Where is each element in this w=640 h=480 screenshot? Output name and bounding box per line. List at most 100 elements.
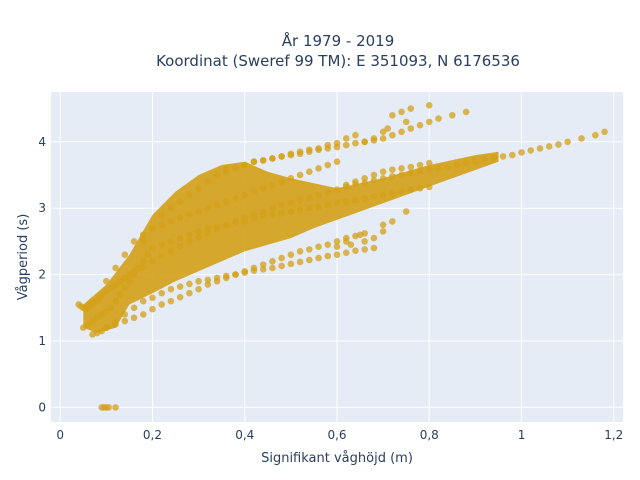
data-point [402, 208, 410, 215]
data-point [306, 146, 313, 154]
data-point [545, 143, 553, 150]
data-point [296, 206, 304, 213]
data-point [89, 317, 96, 325]
data-point [158, 301, 166, 308]
data-point [306, 194, 313, 201]
data-point [425, 183, 433, 191]
data-point [167, 297, 175, 305]
data-point [103, 287, 110, 295]
data-point [379, 221, 387, 229]
data-point [356, 231, 364, 239]
x-tick-label: 0,6 [327, 428, 346, 442]
data-point [425, 118, 433, 126]
chart-subtitle: Koordinat (Sweref 99 TM): E 351093, N 61… [156, 52, 520, 70]
data-point [250, 267, 258, 274]
data-point [186, 191, 193, 199]
data-point [416, 161, 424, 169]
data-point [107, 284, 115, 292]
data-point [296, 258, 304, 266]
data-point [232, 271, 239, 278]
data-point [176, 234, 184, 242]
data-point [333, 243, 341, 251]
data-point [425, 159, 433, 167]
data-point [139, 238, 147, 245]
data-point [384, 125, 392, 132]
data-point [342, 238, 350, 245]
data-point [449, 111, 456, 119]
data-point [213, 171, 221, 179]
data-point [398, 165, 405, 172]
data-point [195, 277, 202, 285]
data-point [204, 230, 212, 237]
data-point [241, 269, 249, 276]
data-point [213, 201, 221, 209]
data-point [112, 297, 119, 305]
data-point [287, 175, 295, 182]
data-point [555, 141, 562, 148]
data-point [379, 168, 387, 175]
data-point [315, 191, 322, 199]
data-point [232, 194, 239, 202]
data-point [213, 274, 221, 282]
y-tick-label: 1 [38, 334, 46, 348]
data-points [75, 101, 608, 411]
data-point [296, 248, 304, 255]
y-axis-title: Vågperiod (s) [16, 214, 31, 301]
data-point [278, 178, 285, 185]
x-tick-label: 1 [518, 428, 526, 442]
x-axis-ticks: 0 0,2 0,4 0,6 0,8 1 1,2 [56, 428, 623, 442]
data-point [126, 277, 133, 285]
data-point [112, 404, 119, 411]
data-point [121, 311, 129, 318]
data-point [315, 203, 322, 211]
data-point [130, 304, 138, 312]
data-point [116, 277, 124, 285]
data-point [508, 151, 516, 159]
data-point [407, 105, 415, 112]
data-point [342, 249, 350, 256]
data-point [176, 283, 184, 290]
data-point [116, 291, 124, 298]
data-point [167, 285, 175, 293]
data-point [370, 244, 378, 252]
data-point [213, 223, 221, 231]
data-point [278, 262, 285, 270]
data-point [333, 199, 341, 207]
y-tick-label: 2 [38, 268, 46, 282]
data-point [342, 141, 350, 149]
data-point [269, 258, 276, 265]
data-point [389, 190, 396, 197]
data-point [186, 231, 193, 239]
data-point [103, 277, 110, 285]
data-point [518, 149, 525, 156]
data-point [481, 156, 488, 164]
data-point [342, 135, 350, 142]
y-tick-label: 3 [38, 201, 46, 215]
data-point [361, 179, 368, 187]
data-point [352, 139, 359, 147]
data-point [425, 101, 433, 109]
data-point [416, 121, 424, 129]
data-point [379, 191, 387, 199]
data-point [296, 196, 304, 204]
data-point [204, 281, 212, 288]
data-point [167, 204, 175, 212]
data-point [103, 307, 110, 315]
data-point [315, 254, 322, 262]
data-point [296, 171, 304, 179]
data-point [176, 198, 184, 205]
data-point [490, 154, 498, 162]
data-point [333, 158, 341, 166]
data-point [186, 238, 193, 245]
data-point [324, 252, 332, 260]
data-point [592, 131, 599, 139]
data-point [98, 327, 106, 335]
data-point [121, 251, 129, 258]
data-point [453, 161, 461, 169]
data-point [204, 204, 212, 212]
data-point [139, 258, 147, 265]
data-point [204, 178, 212, 185]
data-point [269, 155, 276, 162]
data-point [144, 251, 152, 258]
x-tick-label: 1,2 [604, 428, 623, 442]
